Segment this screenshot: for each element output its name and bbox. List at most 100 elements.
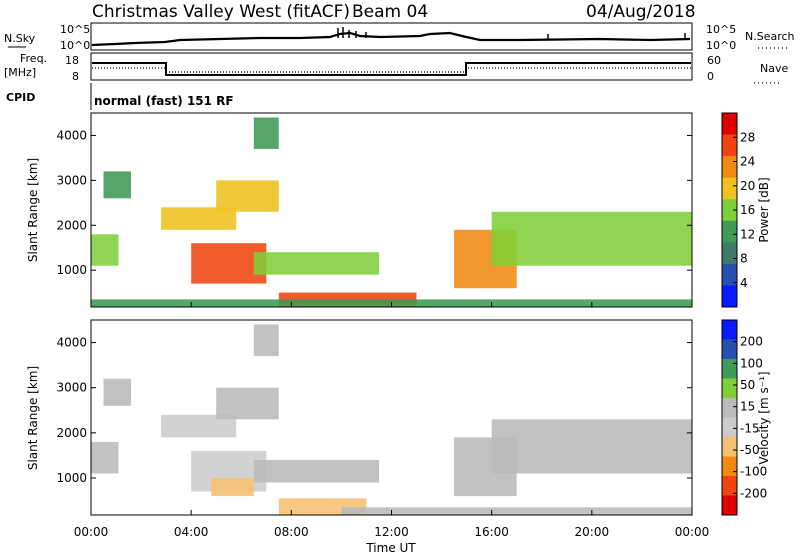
velocity-colorbar-segment [722, 417, 737, 438]
power-colorbar-segment [722, 134, 737, 157]
velocity-colorbar-segment [722, 339, 737, 360]
freq-label: Freq. [20, 52, 47, 65]
velocity-echo-region [211, 478, 254, 497]
power-colorbar-segment [722, 220, 737, 243]
velocity-y-tick-label: 2000 [56, 426, 87, 440]
velocity-y-tick-label: 3000 [56, 381, 87, 395]
velocity-colorbar-tick-label: 50 [740, 378, 755, 392]
velocity-colorbar-frame [721, 319, 738, 516]
cpid-value: normal (fast) 151 RF [94, 94, 234, 108]
velocity-echo-region [161, 414, 237, 438]
power-echo-region [161, 207, 237, 230]
power-y-tick-label: 1000 [56, 263, 87, 277]
nsearch-label: N.Search [745, 30, 795, 43]
power-colorbar-segment [722, 242, 737, 265]
power-colorbar-tick-label: 12 [740, 227, 755, 241]
velocity-colorbar-label: Velocity [m s⁻¹] [757, 371, 771, 464]
power-y-tick-label: 2000 [56, 218, 87, 232]
power-echo-region [491, 211, 692, 266]
velocity-echo-region [491, 419, 692, 474]
power-echo-region [103, 171, 131, 199]
x-axis-label: Time UT [365, 541, 416, 554]
power-colorbar-tick-label: 8 [740, 252, 748, 266]
power-echo-region [216, 180, 279, 212]
velocity-y-tick-label: 1000 [56, 471, 87, 485]
velocity-colorbar-segment [722, 320, 737, 340]
cpid-strip: CPID normal (fast) 151 RF [6, 83, 234, 110]
time-x-ticks: 00:00 04:00 08:00 12:00 16:00 20:00 00:00 [74, 302, 710, 539]
nsky-trace [91, 31, 691, 47]
date-label: 04/Aug/2018 [586, 2, 696, 22]
velocity-echo-region [103, 378, 131, 406]
velocity-echo-region [91, 441, 119, 474]
nsky-tick-top: 10^5 [60, 23, 90, 36]
velocity-colorbar-tick-label: -200 [740, 486, 767, 500]
power-echo-region [191, 243, 267, 284]
velocity-echo-region [253, 459, 379, 483]
freq-strip: Freq. [MHz] 18 8 60 0 Nave [4, 52, 788, 84]
power-echo-region [91, 234, 119, 266]
power-colorbar-segment [722, 156, 737, 179]
power-colorbar: 28 24 20 16 12 8 4 [721, 112, 755, 308]
freq-tick-top: 18 [65, 54, 79, 67]
power-colorbar-tick-label: 28 [740, 130, 755, 144]
velocity-colorbar-tick-label: -50 [740, 443, 760, 457]
x-tick-label: 12:00 [374, 525, 409, 539]
power-colorbar-segment [722, 177, 737, 200]
velocity-colorbar-tick-label: 15 [740, 400, 755, 414]
velocity-colorbar-tick-label: 100 [740, 356, 763, 370]
nsearch-tick-top: 10^5 [706, 23, 736, 36]
nsky-label: N.Sky [4, 32, 36, 45]
power-colorbar-tick-label: 20 [740, 179, 755, 193]
power-colorbar-tick-label: 24 [740, 155, 755, 169]
power-y-tick-label: 3000 [56, 173, 87, 187]
velocity-echo-region [441, 507, 692, 515]
nsky-spikes [337, 27, 686, 40]
beam-label: Beam 04 [352, 2, 428, 22]
velocity-colorbar-segment [722, 378, 737, 399]
power-colorbar-tick-label: 4 [740, 276, 748, 290]
power-panel: 1000 2000 3000 4000 Slant Range [km] 28 24 20… [26, 112, 771, 308]
x-tick-label: 08:00 [274, 525, 309, 539]
nsearch-tick-bottom: 10^0 [706, 39, 736, 52]
velocity-y-ticks: 1000 2000 3000 4000 [56, 336, 692, 485]
power-colorbar-label: Power [dB] [757, 177, 771, 242]
freq-trace [92, 62, 691, 76]
velocity-colorbar-segment [722, 437, 737, 457]
velocity-y-tick-label: 4000 [56, 336, 87, 350]
nave-label: Nave [760, 62, 788, 75]
power-y-tick-label: 4000 [56, 128, 87, 142]
velocity-echo-region [253, 324, 279, 357]
x-tick-label: 00:00 [74, 525, 109, 539]
velocity-data-layer [91, 324, 692, 515]
power-colorbar-segment [722, 113, 737, 136]
freq-tick-bottom: 8 [72, 70, 79, 83]
power-colorbar-tick-label: 16 [740, 203, 755, 217]
nave-trace [92, 67, 691, 73]
velocity-colorbar-segment [722, 398, 737, 418]
nave-tick-bottom: 0 [707, 70, 714, 83]
velocity-colorbar-segment [722, 359, 737, 379]
nave-tick-top: 60 [707, 54, 721, 67]
power-y-ticks: 1000 2000 3000 4000 [56, 128, 692, 277]
freq-unit-label: [MHz] [4, 66, 36, 79]
power-colorbar-segment [722, 263, 737, 286]
velocity-colorbar-segment [722, 495, 737, 516]
freq-strip-frame [90, 52, 693, 81]
power-echo-region [253, 117, 279, 149]
power-y-axis-label: Slant Range [km] [26, 158, 40, 262]
x-tick-label: 00:00 [675, 525, 710, 539]
power-colorbar-segment [722, 285, 737, 308]
x-tick-label: 16:00 [474, 525, 509, 539]
noise-strip-frame [90, 22, 693, 51]
power-echo-region [253, 252, 379, 275]
nsky-tick-bottom: 10^0 [60, 39, 90, 52]
velocity-y-axis-label: Slant Range [km] [26, 366, 40, 470]
velocity-colorbar-tick-label: 200 [740, 335, 763, 349]
velocity-echo-region [216, 387, 279, 420]
velocity-panel: 1000 2000 3000 4000 Slant Range [km] 200 100… [26, 319, 771, 516]
x-tick-label: 20:00 [575, 525, 610, 539]
velocity-colorbar-tick-label: -15 [740, 421, 760, 435]
plot-title: Christmas Valley West (fitACF) [92, 2, 350, 22]
